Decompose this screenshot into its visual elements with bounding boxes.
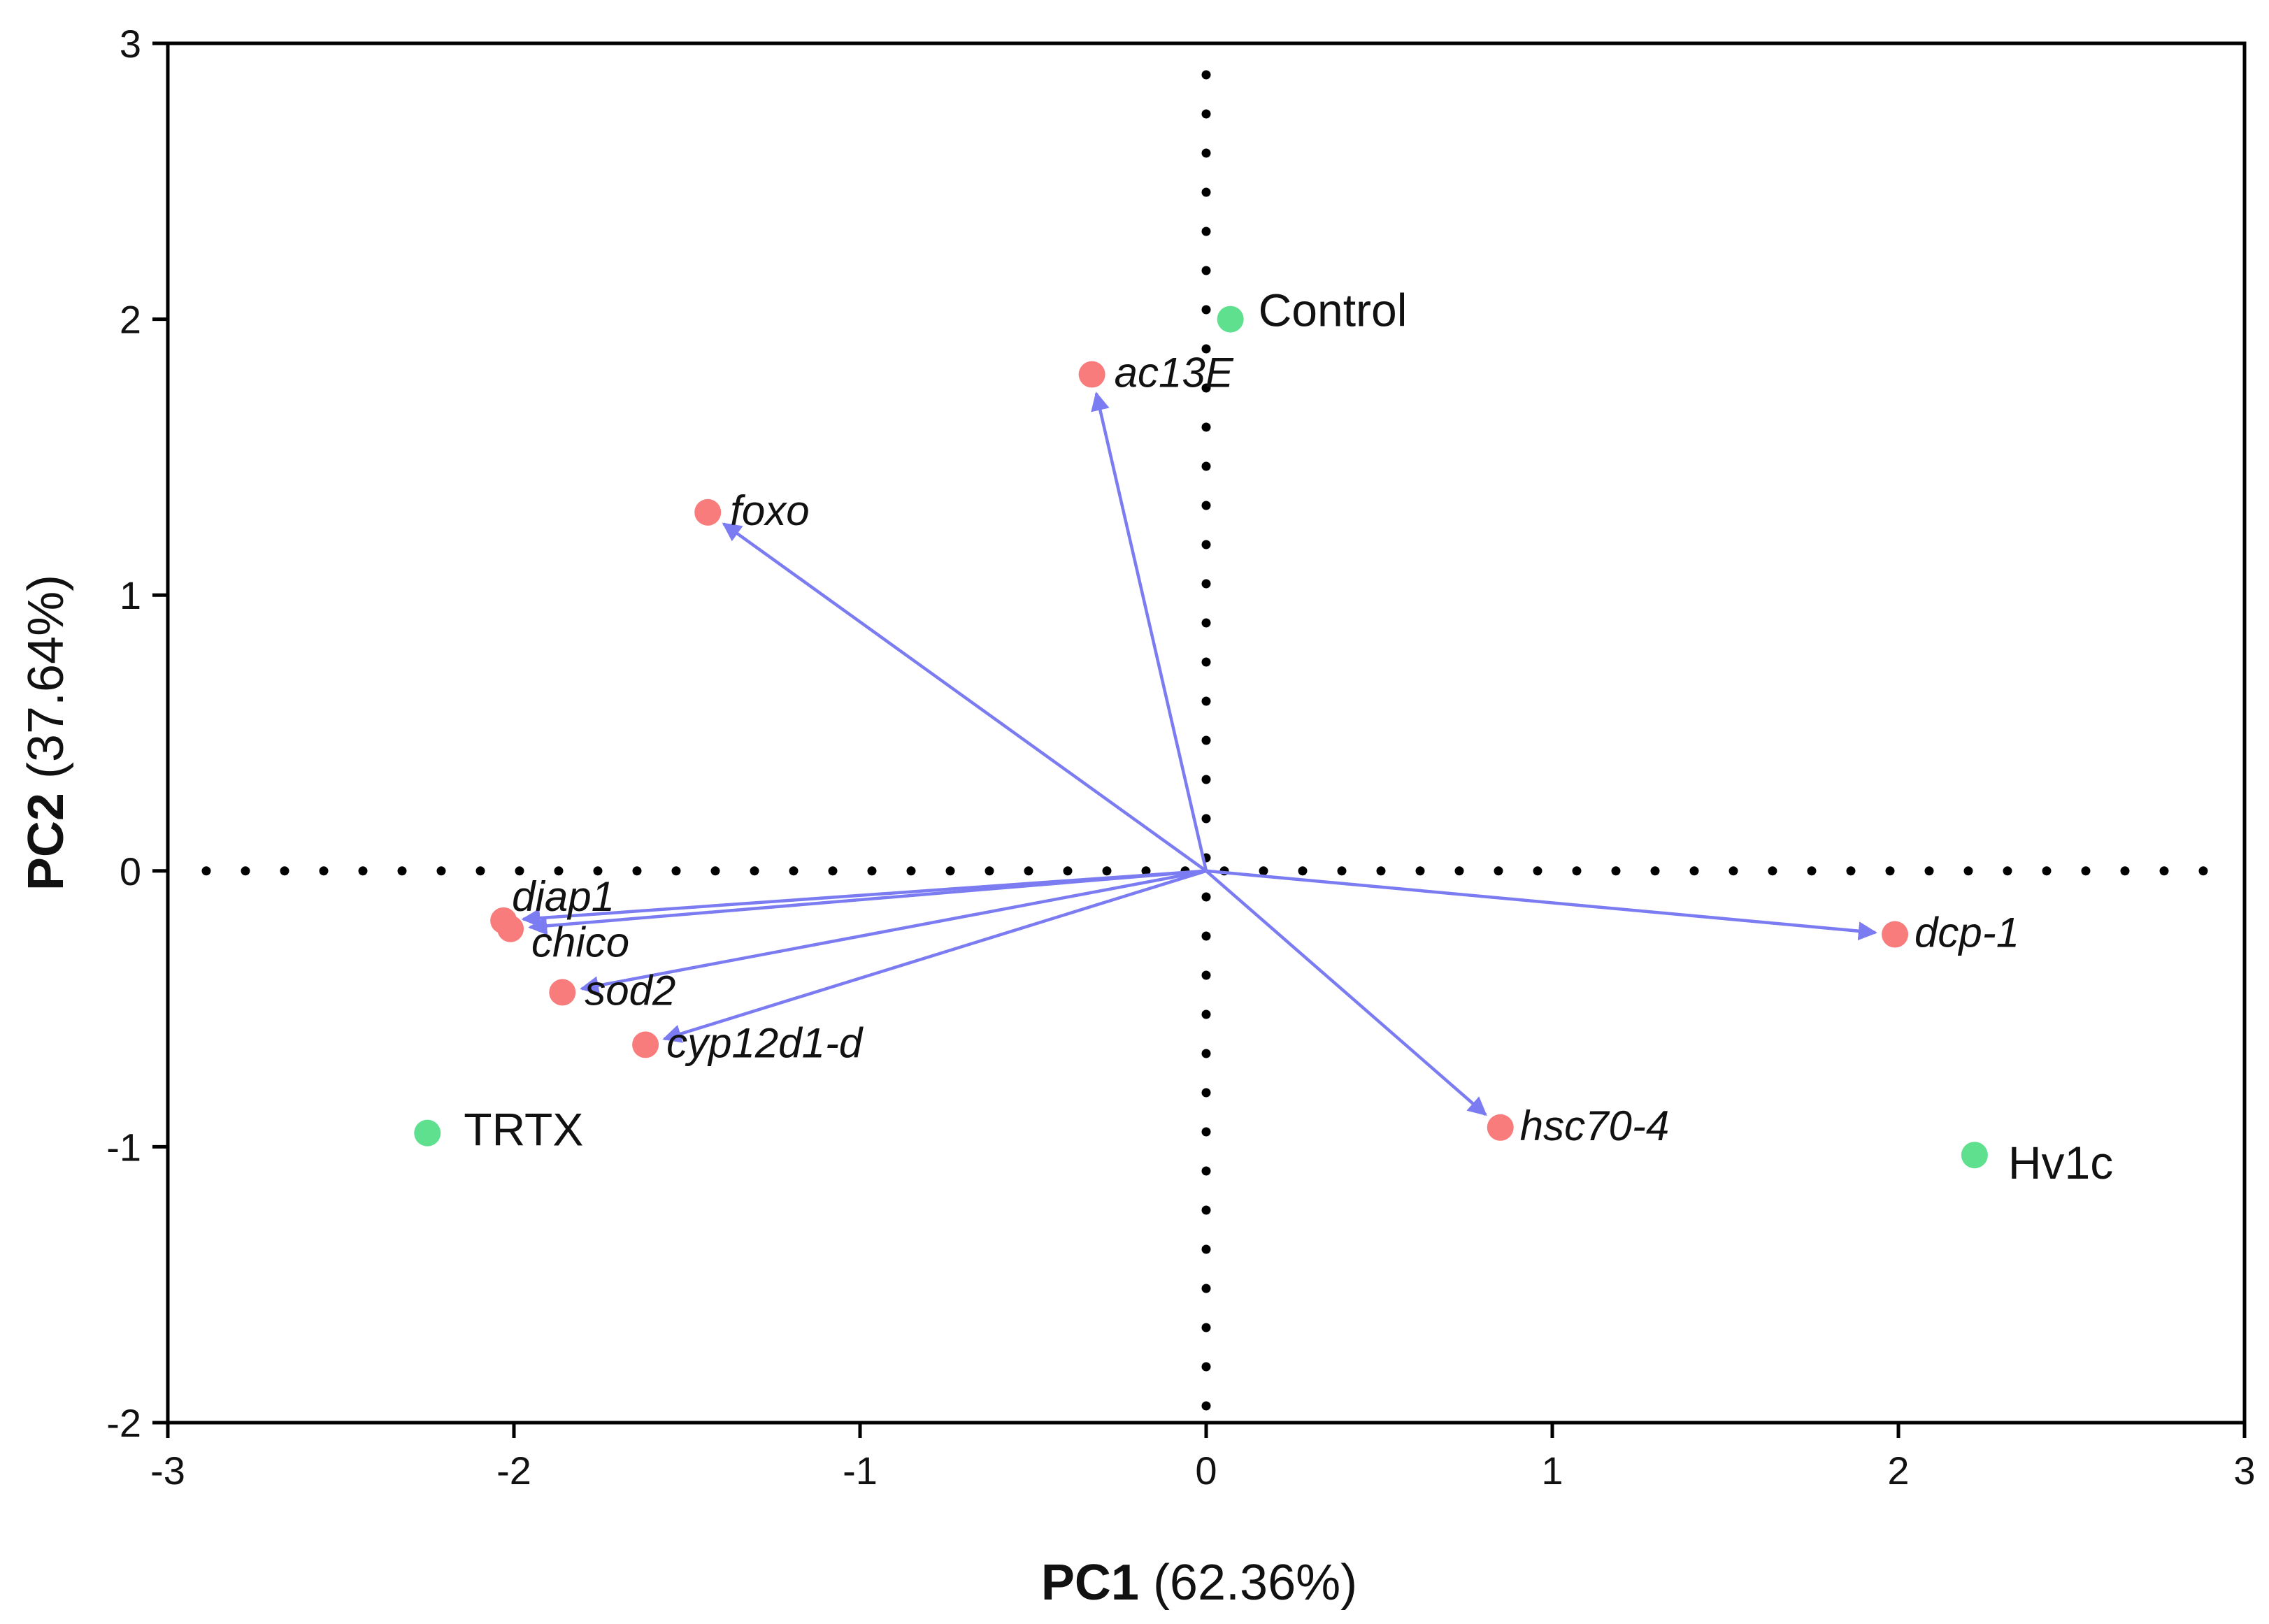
gene-label-sod2: sod2 xyxy=(585,967,675,1014)
y-axis-title-rest: (37.64%) xyxy=(18,575,74,793)
sample-label-Hv1c: Hv1c xyxy=(2008,1137,2113,1188)
arrow-dcp-1 xyxy=(1205,869,1877,941)
arrow-hsc70-4 xyxy=(1205,870,1487,1116)
x-tick-label: 3 xyxy=(2233,1449,2255,1493)
reference-lines xyxy=(201,70,2232,1418)
x-axis-title-bold: PC1 xyxy=(1041,1555,1139,1611)
gene-point-sod2 xyxy=(549,979,576,1006)
x-axis-title: PC1 (62.36%) xyxy=(1041,1555,1357,1611)
sample-label-TRTX: TRTX xyxy=(464,1104,583,1156)
y-tick-label: 1 xyxy=(120,573,141,617)
gene-label-hsc70-4: hsc70-4 xyxy=(1520,1102,1669,1149)
data-points xyxy=(414,306,1988,1169)
gene-label-diap1: diap1 xyxy=(512,873,615,920)
arrow-cyp12d1-d xyxy=(662,869,1207,1043)
sample-point-Control xyxy=(1217,306,1244,333)
gene-point-foxo xyxy=(694,498,722,526)
x-tick-label: -1 xyxy=(843,1449,878,1493)
gene-point-ac13E xyxy=(1078,361,1105,388)
plot-frame xyxy=(166,41,2247,1425)
sample-point-Hv1c xyxy=(1961,1142,1988,1169)
plot-border xyxy=(166,41,2247,1425)
gene-label-dcp-1: dcp-1 xyxy=(1914,910,2019,956)
arrow-chico xyxy=(528,869,1207,935)
loading-arrows xyxy=(521,391,1877,1116)
x-tick-label: -3 xyxy=(150,1449,185,1493)
x-tick-label: 2 xyxy=(1887,1449,1909,1493)
gene-point-cyp12d1-d xyxy=(632,1031,659,1058)
arrow-ac13E xyxy=(1091,391,1208,872)
x-tick-label: 0 xyxy=(1195,1449,1217,1493)
y-axis-title-bold: PC2 xyxy=(18,793,74,891)
x-tick-label: 1 xyxy=(1541,1449,1563,1493)
arrow-foxo xyxy=(722,522,1208,872)
gene-point-chico xyxy=(497,915,524,942)
x-tick-label: -2 xyxy=(496,1449,531,1493)
gene-label-chico: chico xyxy=(531,919,629,966)
sample-point-TRTX xyxy=(414,1119,441,1147)
gene-point-dcp-1 xyxy=(1882,921,1909,948)
y-tick-label: 2 xyxy=(120,298,141,342)
y-tick-label: -2 xyxy=(106,1401,141,1445)
sample-label-Control: Control xyxy=(1259,285,1408,336)
x-axis-title-rest: (62.36%) xyxy=(1139,1555,1357,1611)
gene-label-foxo: foxo xyxy=(730,487,809,534)
gene-point-hsc70-4 xyxy=(1487,1114,1514,1141)
y-tick-label: 0 xyxy=(120,849,141,893)
y-axis-title: PC2 (37.64%) xyxy=(18,575,74,891)
gene-label-ac13E: ac13E xyxy=(1115,350,1234,396)
y-tick-label: -1 xyxy=(106,1125,141,1169)
gene-label-cyp12d1-d: cyp12d1-d xyxy=(666,1019,864,1066)
arrow-sod2 xyxy=(580,869,1207,995)
y-tick-label: 3 xyxy=(120,22,141,66)
